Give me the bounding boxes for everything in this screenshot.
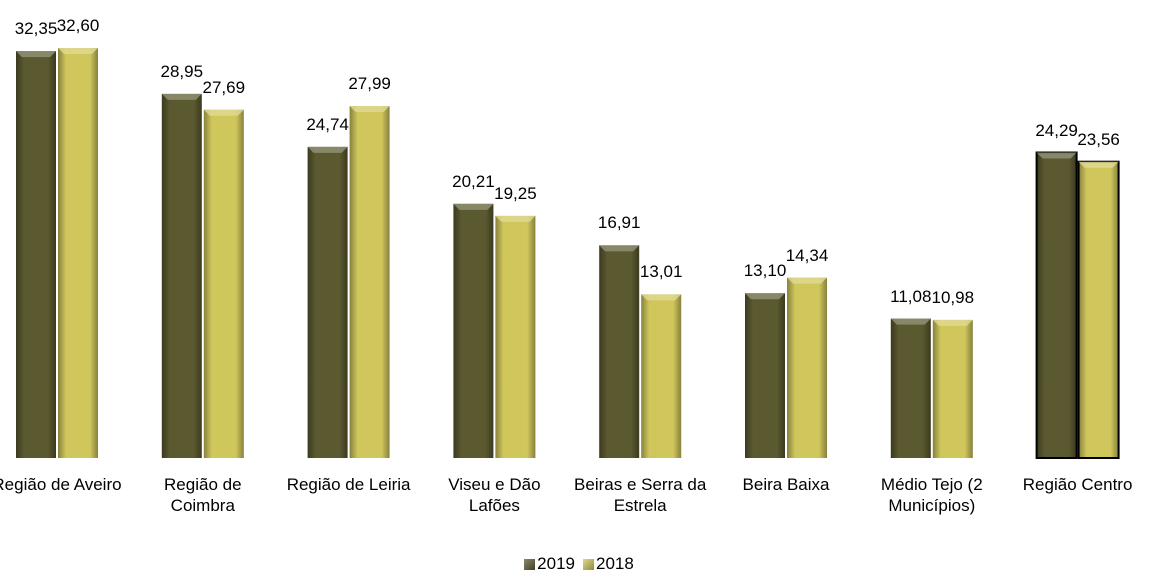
bar [787,277,827,458]
x-tick-label: Região de Aveiro [0,475,122,494]
value-label: 24,29 [1035,120,1078,140]
bar [307,146,348,458]
value-label: 19,25 [494,183,537,203]
x-tick-label: Região Centro [1022,475,1133,494]
value-label: 16,91 [597,213,641,233]
x-tick-label: Beira Baixa [742,475,830,494]
bar [641,294,682,458]
bar-bevel [16,51,56,58]
bar [349,105,390,459]
value-label: 32,35 [14,19,58,39]
bar-bevel [1078,161,1119,168]
value-label: 11,08 [890,286,932,306]
value-label: 20,21 [452,171,495,191]
bar [58,48,98,458]
legend-label: 2018 [596,554,634,573]
bar-bevel [203,109,244,116]
bar-bevel [453,203,494,210]
value-label: 13,10 [743,261,787,281]
value-label: 13,01 [639,262,683,282]
bar-bevel [1036,152,1077,159]
x-tick-label: Região de Leiria [286,475,411,494]
legend-item: 2018 [583,554,634,574]
bar [599,245,640,458]
bar [890,318,931,458]
bar [161,93,202,458]
legend-swatch [583,558,594,570]
value-label: 32,60 [56,16,100,35]
value-label: 23,56 [1077,129,1120,149]
bar-bevel [307,146,348,153]
legend: 2019 2018 [0,554,1158,575]
bar [453,203,494,458]
bar-bevel [161,93,202,100]
bar [495,215,536,458]
bar-bevel [745,293,785,300]
bar-bevel [349,105,390,112]
legend-item: 2019 [524,554,575,574]
bar [1077,160,1120,460]
bar [16,51,56,459]
bar [932,319,973,458]
legend-label: 2019 [537,554,575,573]
value-label: 27,99 [348,73,391,93]
bar-bevel [932,319,973,326]
bar [745,293,785,458]
legend-swatch [524,558,536,570]
bar-bevel [58,48,98,54]
value-label: 27,69 [202,77,246,97]
bar [1035,151,1078,459]
value-label: 10,98 [931,287,975,307]
value-label: 28,95 [160,61,204,81]
value-label: 14,34 [785,245,829,265]
x-tick-label: Viseu e Dão Lafões [448,475,541,515]
bar-bevel [495,215,536,222]
bar [203,109,244,459]
bar-bevel [787,277,827,284]
bar-bevel [641,294,682,301]
bar-bevel [599,245,640,252]
bar-bevel [890,318,931,325]
value-label: 24,74 [306,114,349,134]
x-tick-label: Região de Coimbra [164,475,242,515]
x-tick-label: Beiras e Serra da Estrela [574,475,707,515]
x-tick-label: Médio Tejo (2 Municípios) [880,475,983,515]
